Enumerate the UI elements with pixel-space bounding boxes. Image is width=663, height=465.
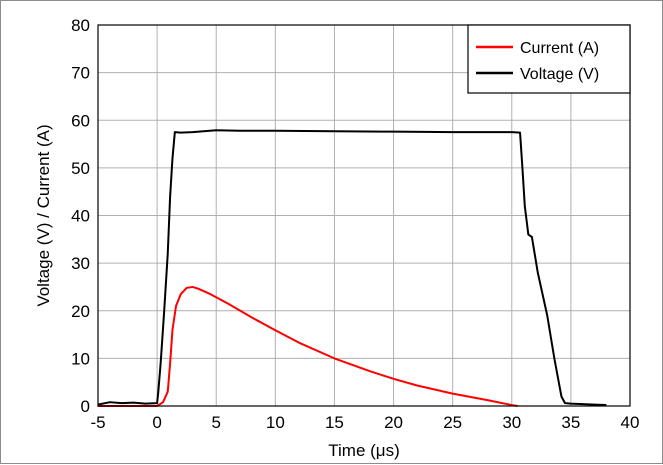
y-tick-label: 40 xyxy=(71,207,90,226)
plot-area-border xyxy=(97,24,631,407)
y-tick-label: 60 xyxy=(71,111,90,130)
x-tick-label: 35 xyxy=(561,413,580,432)
y-tick-label: 50 xyxy=(71,159,90,178)
x-tick-label: 20 xyxy=(384,413,403,432)
grid-lines xyxy=(98,25,630,406)
legend-label-current: Current (A) xyxy=(520,40,599,57)
x-tick-label: -5 xyxy=(90,413,105,432)
x-axis-title: Time (μs) xyxy=(328,441,400,460)
y-tick-label: 70 xyxy=(71,64,90,83)
x-tick-label: 10 xyxy=(266,413,285,432)
y-tick-label: 20 xyxy=(71,302,90,321)
series-layer xyxy=(97,129,607,407)
x-tick-label: 30 xyxy=(502,413,521,432)
x-tick-label: 40 xyxy=(621,413,640,432)
x-tick-label: 5 xyxy=(211,413,220,432)
x-tick-label: 25 xyxy=(443,413,462,432)
legend-box xyxy=(467,24,631,94)
y-tick-label: 0 xyxy=(81,397,90,416)
y-tick-label: 10 xyxy=(71,349,90,368)
x-tick-label: 0 xyxy=(152,413,161,432)
series-line-current xyxy=(98,285,518,407)
x-tick-label: 15 xyxy=(325,413,344,432)
y-axis-title: Voltage (V) / Current (A) xyxy=(34,124,53,306)
legend-label-voltage: Voltage (V) xyxy=(520,66,599,83)
legend: Current (A) Voltage (V) xyxy=(467,24,631,94)
y-tick-label: 80 xyxy=(71,16,90,35)
series-line-voltage xyxy=(97,129,607,407)
y-tick-label: 30 xyxy=(71,254,90,273)
